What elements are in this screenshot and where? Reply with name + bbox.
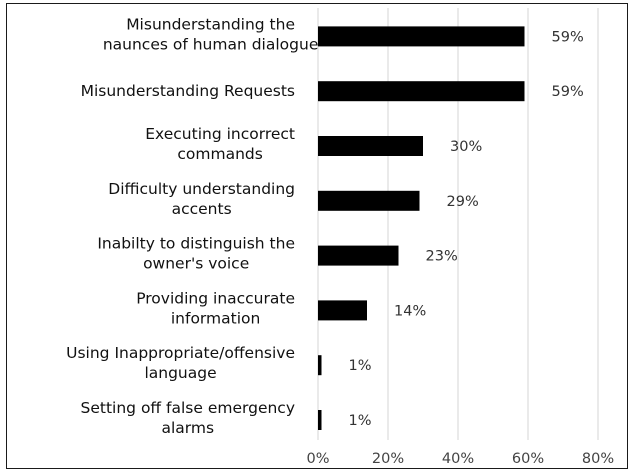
x-tick-label: 40% <box>442 451 474 467</box>
bar-value-label: 14% <box>394 303 426 319</box>
category-label: Misunderstanding the naunces of human dia… <box>103 15 319 53</box>
category-label: Providing inaccurate information <box>136 289 295 327</box>
x-tick-label: 60% <box>512 451 544 467</box>
category-label-line: Difficulty understanding <box>108 180 295 198</box>
bars <box>318 26 525 430</box>
category-label-line: Misunderstanding Requests <box>81 82 295 100</box>
category-label-line: commands <box>177 145 262 163</box>
bar-value-label: 29% <box>447 194 479 210</box>
category-label: Inabilty to distinguish the owner's voice <box>97 235 295 273</box>
chart-frame <box>6 3 628 469</box>
category-label-line: alarms <box>161 419 214 437</box>
x-tick-label: 0% <box>306 451 329 467</box>
x-tick-label: 80% <box>582 451 614 467</box>
category-label-line: language <box>144 364 216 382</box>
bar <box>318 245 399 266</box>
bar <box>318 410 322 430</box>
bar <box>318 26 525 47</box>
category-label-line: Inabilty to distinguish the <box>97 235 295 253</box>
category-label-line: owner's voice <box>143 255 249 273</box>
category-label-line: information <box>171 309 260 327</box>
category-label-line: Setting off false emergency <box>81 399 295 417</box>
bar-value-label: 1% <box>349 358 372 374</box>
bar-value-label: 59% <box>552 29 584 45</box>
bar <box>318 355 322 376</box>
category-label-line: Using Inappropriate/offensive <box>66 344 295 362</box>
category-labels: Misunderstanding the naunces of human dia… <box>66 15 318 437</box>
category-label: Misunderstanding Requests <box>81 82 295 100</box>
category-label-line: accents <box>172 200 232 218</box>
grid-lines <box>317 8 599 440</box>
x-tick-label: 20% <box>372 451 404 467</box>
category-label-line: naunces of human dialogue <box>103 35 319 53</box>
category-label: Difficulty understanding accents <box>108 180 295 218</box>
category-label-line: Misunderstanding the <box>126 15 295 33</box>
bar-value-label: 30% <box>450 139 482 155</box>
category-label: Executing incorrect commands <box>145 125 295 163</box>
value-labels: 59% 59% 30% 29% 23% 14% 1% 1% <box>349 29 584 429</box>
category-label: Using Inappropriate/offensive language <box>66 344 295 382</box>
category-label: Setting off false emergency alarms <box>81 399 295 437</box>
bar-value-label: 59% <box>552 84 584 100</box>
bar-value-label: 23% <box>426 249 458 265</box>
bar <box>318 300 367 321</box>
bar <box>318 136 423 156</box>
category-label-line: Executing incorrect <box>145 125 295 143</box>
x-axis-ticks: 0% 20% 40% 60% 80% <box>306 451 614 467</box>
bar <box>318 190 420 211</box>
bar-value-label: 1% <box>349 413 372 429</box>
bar <box>318 81 525 102</box>
category-label-line: Providing inaccurate <box>136 289 295 307</box>
